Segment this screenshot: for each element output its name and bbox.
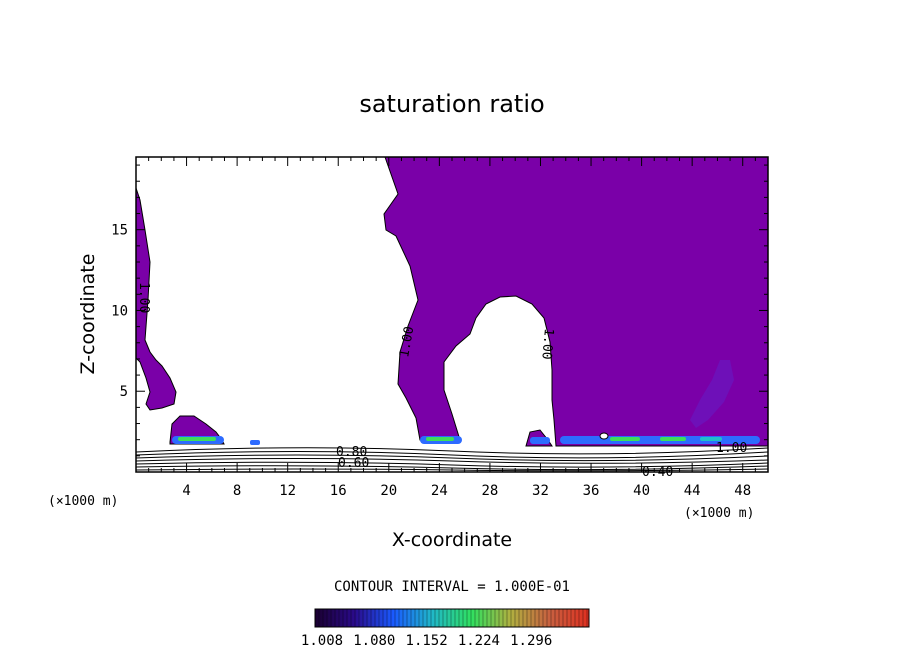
streak	[700, 437, 722, 441]
contour-line	[135, 447, 769, 455]
streak	[660, 437, 686, 441]
fill-left-edge	[135, 187, 177, 411]
x-tick-label: 20	[380, 483, 397, 499]
contour-line	[135, 451, 769, 459]
colorbar-gradient-bar	[314, 608, 590, 628]
contour-line	[135, 461, 769, 468]
x-tick-label: 28	[481, 483, 498, 499]
colorbar-tick-label: 1.152	[406, 633, 448, 649]
streak	[610, 437, 640, 441]
x-unit-left: (×1000 m)	[48, 494, 118, 509]
colorbar-tick-label: 1.008	[301, 633, 343, 649]
x-tick-label: 40	[633, 483, 650, 499]
contour-line	[135, 454, 769, 462]
streak	[530, 437, 550, 444]
y-tick-label: 5	[120, 384, 128, 400]
streak	[178, 437, 216, 441]
contour-label: 0.80	[336, 445, 367, 460]
contour-interval-label: CONTOUR INTERVAL = 1.000E-01	[334, 579, 570, 595]
x-axis-title: X-coordinate	[392, 529, 512, 551]
streak	[599, 432, 609, 440]
supersaturation-fill	[135, 156, 769, 447]
contour-label: 1.00	[397, 325, 417, 358]
colorbar: 1.008 1.080 1.152 1.224 1.296	[301, 608, 590, 649]
x-tick-label: 16	[330, 483, 347, 499]
supersaturation-streaks	[172, 432, 760, 445]
x-tick-label: 8	[233, 483, 241, 499]
contour-label: 1.00	[136, 282, 151, 313]
colorbar-tick-label: 1.080	[353, 633, 395, 649]
contour-label: 1.00	[716, 441, 747, 456]
y-tick-label: 10	[111, 303, 128, 319]
fill-faint-region	[690, 360, 734, 428]
x-tick-label: 44	[684, 483, 701, 499]
x-tick-label: 12	[279, 483, 296, 499]
y-axis-title: Z-coordinate	[77, 254, 99, 375]
colorbar-tick-label: 1.296	[510, 633, 552, 649]
x-unit-right: (×1000 m)	[684, 506, 754, 521]
x-tick-label: 24	[431, 483, 448, 499]
contour-line	[135, 458, 769, 464]
x-tick-label: 4	[182, 483, 190, 499]
streak	[250, 440, 260, 445]
contour-labels: 1.00 1.00 1.00 1.00 0.80 0.60 0.40	[136, 282, 747, 480]
contour-label: 0.60	[338, 456, 369, 471]
streak	[426, 437, 454, 441]
x-tick-label: 48	[734, 483, 751, 499]
fill-main-plume	[383, 156, 769, 447]
x-tick-label: 36	[583, 483, 600, 499]
colorbar-tick-label: 1.224	[458, 633, 500, 649]
x-tick-label: 32	[532, 483, 549, 499]
y-tick-label: 15	[111, 223, 128, 239]
chart-title: saturation ratio	[359, 90, 544, 118]
contour-label: 1.00	[538, 328, 556, 361]
